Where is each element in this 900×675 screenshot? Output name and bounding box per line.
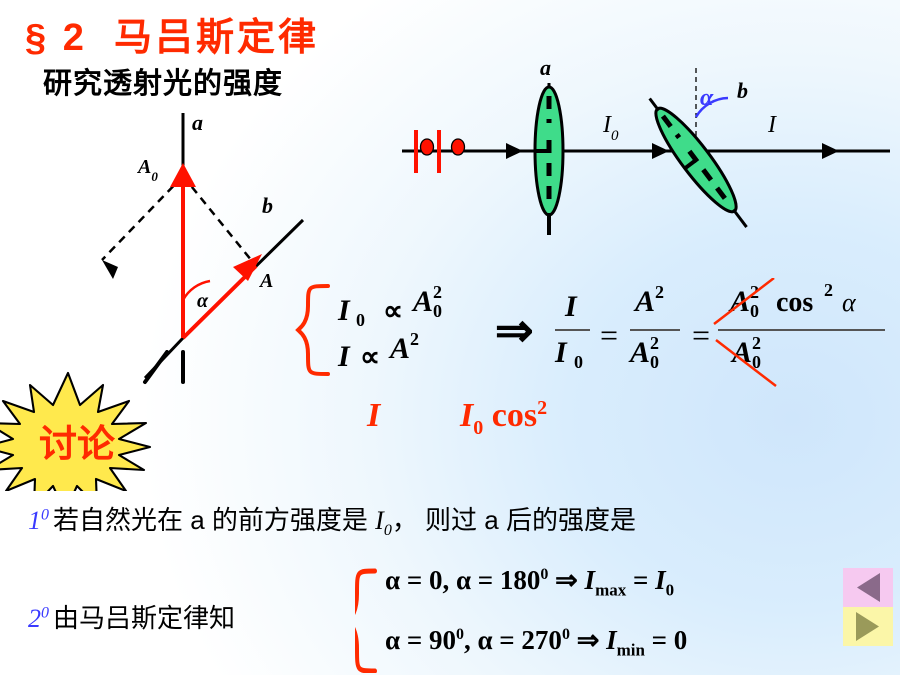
svg-text:2: 2 — [752, 333, 761, 353]
svg-text:I: I — [564, 290, 578, 323]
svg-text:=: = — [600, 317, 618, 353]
svg-text:0: 0 — [750, 301, 759, 321]
svg-text:A: A — [411, 285, 433, 318]
svg-text:α: α — [700, 85, 714, 111]
svg-text:A: A — [728, 285, 750, 318]
svg-text:2: 2 — [433, 282, 442, 302]
svg-text:0: 0 — [356, 310, 365, 330]
svg-text:A: A — [633, 285, 655, 318]
svg-text:I: I — [337, 340, 351, 373]
svg-text:∝: ∝ — [383, 296, 403, 327]
svg-text:b: b — [737, 78, 748, 103]
svg-text:0: 0 — [574, 352, 583, 372]
svg-text:I: I — [767, 112, 777, 138]
svg-text:⇒: ⇒ — [495, 305, 534, 356]
svg-text:I: I — [554, 336, 568, 369]
svg-text:A: A — [628, 336, 650, 369]
svg-text:2: 2 — [655, 282, 664, 302]
svg-text:A: A — [388, 332, 410, 365]
svg-text:讨论: 讨论 — [39, 424, 116, 466]
svg-text:a: a — [192, 110, 203, 135]
svg-text:2: 2 — [410, 329, 419, 349]
svg-text:=: = — [692, 317, 710, 353]
svg-text:2: 2 — [650, 333, 659, 353]
svg-text:α: α — [197, 290, 209, 312]
svg-text:I0: I0 — [602, 112, 619, 144]
svg-text:0: 0 — [650, 352, 659, 372]
svg-text:2: 2 — [824, 280, 833, 300]
svg-text:A0: A0 — [136, 156, 158, 184]
svg-text:I: I — [337, 294, 351, 327]
svg-text:b: b — [262, 193, 273, 218]
svg-text:a: a — [540, 55, 551, 80]
svg-text:A: A — [258, 270, 273, 292]
svg-text:∝: ∝ — [360, 342, 380, 373]
svg-text:0: 0 — [433, 301, 442, 321]
svg-text:cos: cos — [776, 287, 813, 318]
svg-text:α: α — [842, 288, 857, 317]
